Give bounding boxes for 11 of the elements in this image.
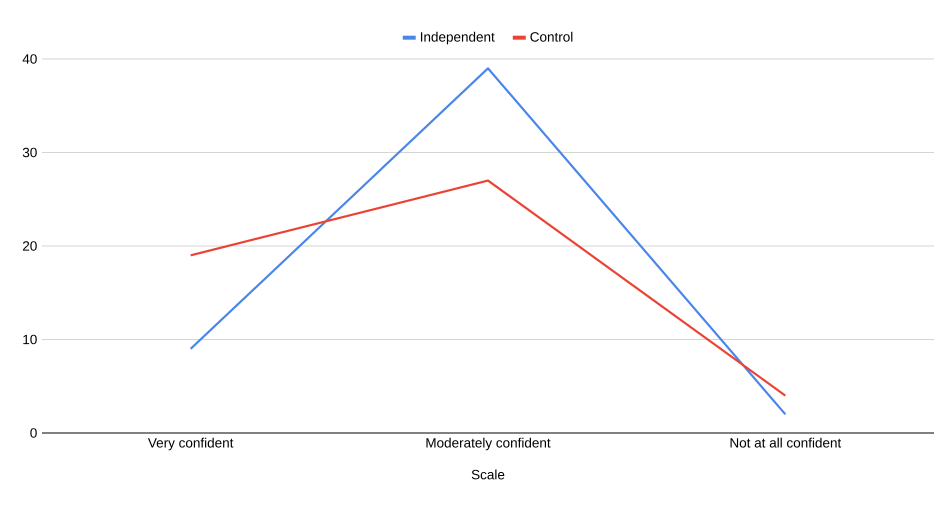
x-tick-label: Moderately confident xyxy=(426,438,551,450)
legend-label: Independent xyxy=(420,32,495,44)
x-tick-label: Not at all confident xyxy=(730,438,842,448)
legend-label: Control xyxy=(530,32,572,42)
y-tick-label: 20 xyxy=(22,241,37,251)
y-tick-label: 30 xyxy=(22,148,37,158)
x-tick-label: Very confident xyxy=(148,438,234,450)
y-tick-label: 0 xyxy=(30,428,37,438)
y-tick-label: 40 xyxy=(22,54,37,64)
x-axis-title: Scale xyxy=(472,469,504,480)
y-tick-label: 10 xyxy=(23,334,37,344)
